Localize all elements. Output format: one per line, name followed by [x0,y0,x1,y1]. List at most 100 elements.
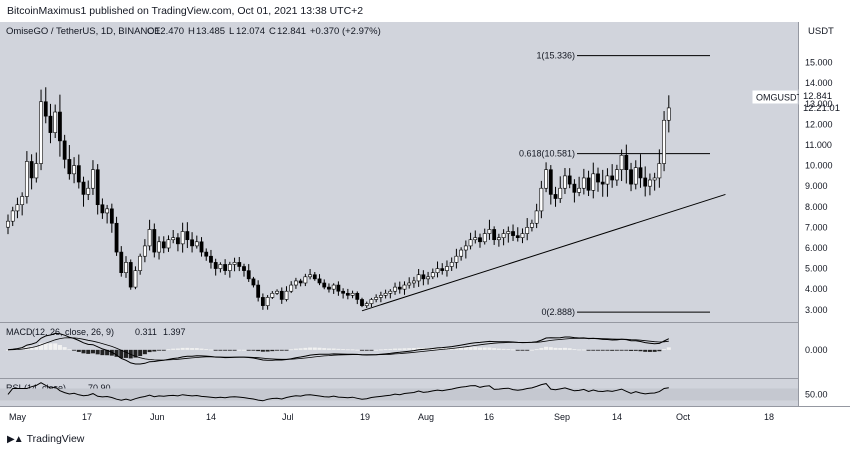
macd-histogram-bar [194,348,199,350]
candle-body [355,292,360,300]
macd-histogram-bar [166,349,171,351]
macd-line [7,332,670,365]
macd-histogram-bar [119,349,124,358]
candle-body [180,231,185,245]
fib-level-label: 1(15.336) [536,51,575,61]
macd-histogram-bar [378,349,383,351]
price-tick-label: 15.000 [805,58,833,68]
candle-body [260,297,265,306]
candle-body [119,251,124,273]
macd-histogram-bar [350,349,355,351]
candle-body [468,239,473,247]
candle-body [463,245,468,251]
rsi-value: 70.90 [88,383,111,393]
macd-histogram-bar [586,349,591,351]
macd-histogram-bar [402,348,407,350]
macd-signal-line [7,337,669,361]
macd-histogram-bar [501,348,506,350]
macd-histogram-bar [180,347,185,350]
macd-histogram-bar [326,348,331,350]
macd-histogram-bar [643,349,648,352]
macd-histogram-bar [596,349,600,351]
candle-body [67,159,72,175]
candle-body [383,292,388,296]
candle-body [638,167,643,179]
macd-histogram-bar [208,349,213,351]
footer: ▶▲ TradingView [0,427,850,450]
macd-histogram-bar [345,349,350,351]
symbol-tag: OMGUSDT [756,93,803,103]
candle-body [185,231,190,241]
symbol-tag-box [751,89,799,105]
macd-histogram-bar [459,347,464,350]
macd-histogram-bar [492,348,497,350]
time-tick-label: Sep [554,412,570,422]
candle-body [279,290,284,300]
price-axis-ticks: 3.000 4.000 5.000 6.000 7.000 8.000 9.000 10.00… [805,58,833,315]
time-tick-label: 14 [206,412,216,422]
macd-histogram-bar [39,343,44,350]
macd-histogram-bar [478,347,482,350]
candle-body [199,241,204,253]
chart-area[interactable]: OmiseGO / TetherUS, 1D, BINANCE O 12.470… [0,22,850,427]
macd-histogram-bar [289,349,294,351]
macd-histogram-bar [624,349,629,351]
brand-text: TradingView [26,433,85,445]
macd-histogram-bar [558,348,563,350]
ohlc-close-label: C [269,26,276,37]
candle-body [29,161,34,179]
candle-body [666,107,671,121]
candle-body [251,278,256,286]
candle-body [378,295,383,298]
currency-label: USDT [808,26,834,37]
macd-histogram-bar [322,348,327,350]
macd-histogram-bar [260,349,265,352]
candle-body [312,274,317,280]
price-axis-bg [798,22,850,406]
candle-body [265,297,270,306]
time-tick-label: Aug [418,412,434,422]
macd-histogram-bar [463,347,468,350]
macd-histogram-bar [666,347,671,350]
chart-svg[interactable]: OmiseGO / TetherUS, 1D, BINANCE O 12.470… [0,22,850,427]
macd-histogram-bar [57,344,62,350]
macd-histogram-bar [190,348,195,350]
candle-body [581,177,586,189]
macd-histogram-bar [591,349,596,351]
candle-body [246,270,251,280]
tradingview-brand[interactable]: ▶▲ TradingView [7,433,84,445]
macd-histogram-bar [652,349,657,352]
candle-body [53,111,58,133]
macd-histogram-bar [496,348,501,350]
time-tick-label: Jul [282,412,294,422]
candle-body [643,177,648,187]
macd-histogram-bar [567,348,572,350]
candle-body [237,262,242,267]
price-tick-label: 13.000 [805,99,833,109]
macd-histogram-bar [482,347,487,350]
time-tick-label: Jun [150,412,165,422]
macd-histogram-bar [539,348,544,350]
rsi-params: (14, close) [24,383,66,393]
candle-body [402,284,407,290]
candle-body [511,231,515,236]
macd-histogram-bar [53,343,58,350]
candle-body [454,255,459,263]
macd-histogram-bar [600,349,605,351]
macd-histogram-bar [435,347,440,350]
macd-histogram-bar [142,349,147,355]
candle-body [6,220,10,228]
candle-body [506,231,511,234]
candle-body [567,175,572,185]
candle-body [430,272,435,278]
candle-body [553,194,558,199]
price-tick-label: 10.000 [805,161,833,171]
macd-histogram-bar [95,349,100,355]
candle-body [364,303,369,306]
candle-body [563,175,567,189]
candle-body [591,173,596,191]
macd-histogram-bar [355,349,360,351]
price-tick-label: 7.000 [805,222,828,232]
macd-histogram-bar [204,349,209,350]
candle-body [416,274,421,282]
